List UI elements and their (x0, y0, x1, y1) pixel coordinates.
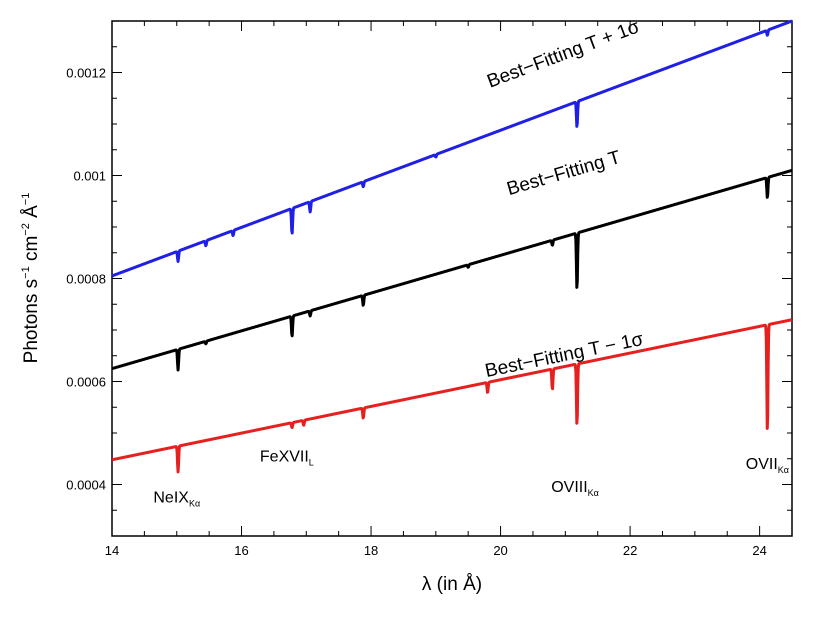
y-axis-label: Photons s−1 cm−2 Å−1 (20, 193, 42, 364)
series-label: Best−Fitting T + 1σ (484, 16, 642, 92)
x-axis-label: λ (in Å) (422, 574, 482, 595)
x-tick-label: 24 (752, 543, 766, 558)
series-line-1 (110, 19, 794, 278)
y-tick-label: 0.0006 (66, 375, 106, 390)
line-annotation: NeIXKα (153, 490, 200, 509)
series-label: Best−Fitting T (505, 147, 624, 200)
plot-frame (111, 20, 793, 537)
line-annotation: OVIIIKα (551, 479, 599, 498)
x-tick-label: 22 (623, 543, 637, 558)
series-line-3 (110, 318, 794, 474)
x-tick-label: 14 (105, 543, 119, 558)
series-group (110, 19, 794, 474)
y-tick-label: 0.001 (73, 169, 106, 184)
series-line-2 (110, 168, 794, 372)
x-tick-label: 16 (234, 543, 248, 558)
y-tick-label: 0.0008 (66, 272, 106, 287)
x-tick-label: 18 (364, 543, 378, 558)
axis-ticks: 14 16 18 20 22 24 0.0004 0.0006 0.0008 0.001 0.001… (66, 20, 793, 558)
line-annotation: OVIIKα (746, 456, 789, 475)
y-tick-label: 0.0012 (66, 66, 106, 81)
y-tick-label: 0.0004 (66, 478, 106, 493)
x-tick-label: 20 (493, 543, 507, 558)
line-annotation: FeXVIIL (260, 448, 314, 467)
